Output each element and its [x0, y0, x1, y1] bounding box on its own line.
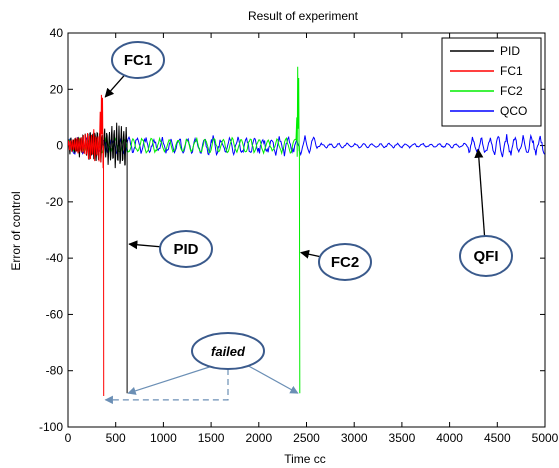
y-tick-label: -100	[39, 420, 63, 434]
series-qco-line	[68, 133, 545, 158]
y-tick-label: 40	[50, 26, 64, 40]
x-axis-title: Time cc	[284, 452, 326, 466]
chart-title: Result of experiment	[248, 9, 359, 23]
y-tick-label: -40	[46, 251, 64, 265]
callout-fc2-label: FC2	[331, 254, 359, 271]
x-tick-label: 1500	[198, 431, 225, 445]
x-tick-label: 500	[106, 431, 126, 445]
legend-label-fc1: FC1	[500, 64, 523, 78]
legend: PID FC1 FC2 QCO	[441, 37, 542, 127]
callout-fc1-bubble	[111, 41, 165, 79]
failed-dashed-bracket	[104, 369, 229, 405]
callout-failed-bubble	[191, 332, 265, 370]
callout-failed-label: failed	[211, 344, 246, 359]
callout-pid-label: PID	[173, 241, 198, 258]
x-tick-label: 0	[65, 431, 72, 445]
y-tick-label: -60	[46, 307, 64, 321]
y-tick-label: 20	[50, 82, 64, 96]
callout-qfi-bubble	[459, 235, 513, 277]
x-tick-label: 4000	[436, 431, 463, 445]
y-tick-label: -20	[46, 195, 64, 209]
y-tick-label: 0	[56, 139, 63, 153]
annotations: FC1 PID FC2 QFI failed	[104, 41, 513, 405]
legend-label-fc2: FC2	[500, 84, 523, 98]
callout-fc2-bubble	[318, 243, 372, 281]
callout-pid-bubble	[159, 230, 213, 268]
x-tick-label: 2500	[293, 431, 320, 445]
y-tick-label: -80	[46, 364, 64, 378]
data-layer	[68, 66, 545, 397]
plot-area: 0 500 1000 1500 2000 2500 3000 3500 4000 4500 5000…	[39, 26, 559, 445]
legend-label-pid: PID	[500, 44, 520, 58]
callout-fc1-label: FC1	[124, 52, 152, 69]
y-axis-title: Error of control	[9, 191, 23, 270]
callout-qfi-label: QFI	[474, 248, 499, 265]
legend-label-qco: QCO	[500, 104, 527, 118]
x-tick-label: 3000	[341, 431, 368, 445]
series-fc1-line	[68, 94, 105, 397]
x-tick-label: 2000	[245, 431, 272, 445]
x-tick-label: 5000	[532, 431, 559, 445]
x-tick-label: 3500	[389, 431, 416, 445]
x-tick-label: 4500	[484, 431, 511, 445]
x-tick-label: 1000	[150, 431, 177, 445]
